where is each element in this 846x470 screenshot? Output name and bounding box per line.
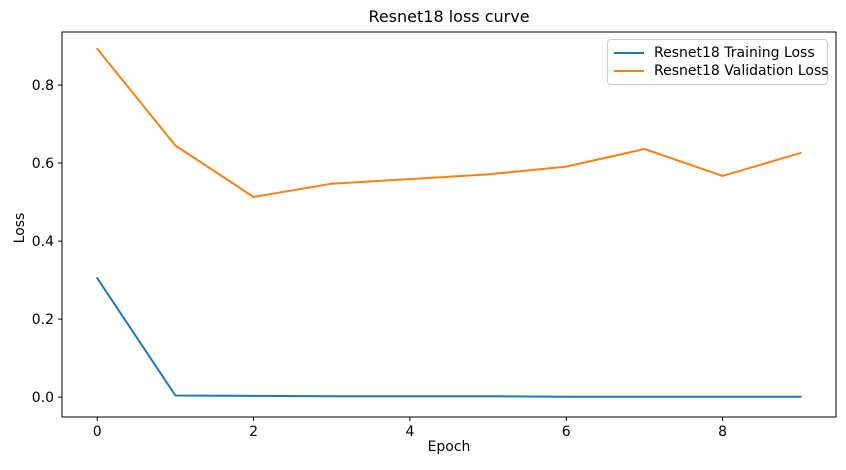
legend-entry-validation: Resnet18 Validation Loss	[614, 62, 829, 80]
y-tick-label: 0.6	[32, 156, 54, 172]
y-tick-label: 0.0	[32, 390, 54, 406]
legend-entry-training: Resnet18 Training Loss	[614, 44, 821, 62]
x-axis-label: Epoch	[427, 439, 471, 455]
x-tick-label: 2	[249, 424, 258, 440]
series-line-resnet18-validation-loss	[96, 47, 802, 198]
legend: Resnet18 Training Loss Resnet18 Validati…	[607, 39, 829, 85]
y-tick-label: 0.2	[32, 312, 54, 328]
series-line-resnet18-training-loss	[96, 277, 802, 398]
x-tick-label: 8	[718, 424, 727, 440]
x-tick-label: 6	[562, 424, 571, 440]
y-axis-label: Loss	[12, 212, 28, 244]
validation-loss-line-sample	[614, 70, 644, 72]
x-tick-label: 0	[93, 424, 102, 440]
legend-label-validation: Resnet18 Validation Loss	[654, 63, 829, 79]
chart-title: Resnet18 loss curve	[368, 7, 530, 26]
x-tick-label: 4	[405, 424, 414, 440]
plot-border	[61, 31, 837, 418]
y-tick-label: 0.4	[32, 234, 54, 250]
legend-label-training: Resnet18 Training Loss	[654, 45, 815, 61]
training-loss-line-sample	[614, 52, 644, 54]
y-tick-label: 0.8	[32, 78, 54, 94]
